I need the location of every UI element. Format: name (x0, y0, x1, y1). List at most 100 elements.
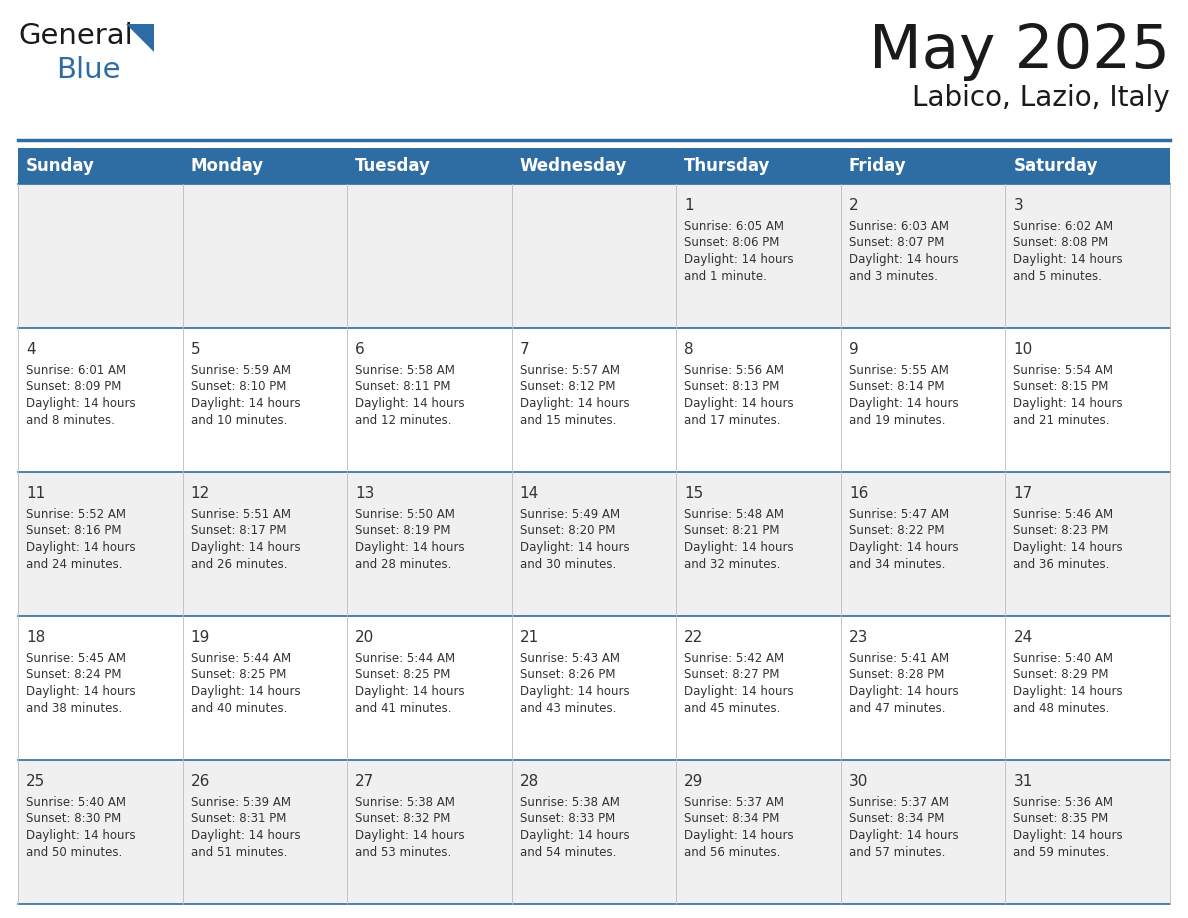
Text: and 5 minutes.: and 5 minutes. (1013, 270, 1102, 283)
Bar (18, 616, 1170, 760)
Text: Sunrise: 5:50 AM: Sunrise: 5:50 AM (355, 508, 455, 521)
Text: Daylight: 14 hours: Daylight: 14 hours (684, 253, 794, 266)
Text: Daylight: 14 hours: Daylight: 14 hours (26, 397, 135, 410)
Text: Daylight: 14 hours: Daylight: 14 hours (1013, 829, 1123, 842)
Text: Daylight: 14 hours: Daylight: 14 hours (1013, 541, 1123, 554)
Text: 26: 26 (190, 774, 210, 789)
Text: Sunrise: 6:01 AM: Sunrise: 6:01 AM (26, 364, 126, 377)
Text: and 48 minutes.: and 48 minutes. (1013, 701, 1110, 714)
Text: Sunset: 8:23 PM: Sunset: 8:23 PM (1013, 524, 1108, 538)
Text: 29: 29 (684, 774, 703, 789)
Text: 1: 1 (684, 198, 694, 213)
Text: and 15 minutes.: and 15 minutes. (519, 413, 617, 427)
Text: 21: 21 (519, 630, 539, 645)
Text: Sunset: 8:32 PM: Sunset: 8:32 PM (355, 812, 450, 825)
Text: and 1 minute.: and 1 minute. (684, 270, 767, 283)
Text: and 41 minutes.: and 41 minutes. (355, 701, 451, 714)
Text: General: General (18, 22, 133, 50)
Text: Daylight: 14 hours: Daylight: 14 hours (190, 397, 301, 410)
Text: Sunset: 8:30 PM: Sunset: 8:30 PM (26, 812, 121, 825)
Text: and 43 minutes.: and 43 minutes. (519, 701, 617, 714)
Text: 16: 16 (849, 486, 868, 501)
Text: Sunrise: 5:55 AM: Sunrise: 5:55 AM (849, 364, 949, 377)
Text: Daylight: 14 hours: Daylight: 14 hours (26, 541, 135, 554)
Text: and 57 minutes.: and 57 minutes. (849, 845, 946, 858)
Text: Sunrise: 5:42 AM: Sunrise: 5:42 AM (684, 652, 784, 665)
Text: 11: 11 (26, 486, 45, 501)
Text: Sunrise: 6:03 AM: Sunrise: 6:03 AM (849, 220, 949, 233)
Text: and 3 minutes.: and 3 minutes. (849, 270, 937, 283)
Text: and 8 minutes.: and 8 minutes. (26, 413, 115, 427)
Text: Daylight: 14 hours: Daylight: 14 hours (26, 685, 135, 698)
Text: Sunset: 8:19 PM: Sunset: 8:19 PM (355, 524, 450, 538)
Text: 19: 19 (190, 630, 210, 645)
Text: Daylight: 14 hours: Daylight: 14 hours (1013, 685, 1123, 698)
Text: Sunrise: 5:45 AM: Sunrise: 5:45 AM (26, 652, 126, 665)
Text: and 51 minutes.: and 51 minutes. (190, 845, 287, 858)
Text: and 40 minutes.: and 40 minutes. (190, 701, 287, 714)
Text: Daylight: 14 hours: Daylight: 14 hours (355, 541, 465, 554)
Text: Daylight: 14 hours: Daylight: 14 hours (355, 829, 465, 842)
Text: Sunrise: 5:37 AM: Sunrise: 5:37 AM (849, 796, 949, 809)
Text: Sunrise: 5:57 AM: Sunrise: 5:57 AM (519, 364, 620, 377)
Text: Sunset: 8:34 PM: Sunset: 8:34 PM (684, 812, 779, 825)
Text: Sunrise: 5:36 AM: Sunrise: 5:36 AM (1013, 796, 1113, 809)
Text: 2: 2 (849, 198, 859, 213)
Text: Sunset: 8:17 PM: Sunset: 8:17 PM (190, 524, 286, 538)
Text: Sunrise: 5:47 AM: Sunrise: 5:47 AM (849, 508, 949, 521)
Text: and 10 minutes.: and 10 minutes. (190, 413, 287, 427)
Text: Sunrise: 5:49 AM: Sunrise: 5:49 AM (519, 508, 620, 521)
Text: and 34 minutes.: and 34 minutes. (849, 557, 946, 570)
Text: and 56 minutes.: and 56 minutes. (684, 845, 781, 858)
Text: Sunset: 8:25 PM: Sunset: 8:25 PM (355, 668, 450, 681)
Text: 4: 4 (26, 342, 36, 357)
Text: Sunset: 8:12 PM: Sunset: 8:12 PM (519, 380, 615, 394)
Text: 30: 30 (849, 774, 868, 789)
Text: Sunset: 8:13 PM: Sunset: 8:13 PM (684, 380, 779, 394)
Text: and 30 minutes.: and 30 minutes. (519, 557, 615, 570)
Text: Saturday: Saturday (1013, 157, 1098, 175)
Text: Sunset: 8:06 PM: Sunset: 8:06 PM (684, 237, 779, 250)
Text: Sunset: 8:24 PM: Sunset: 8:24 PM (26, 668, 121, 681)
Text: Sunset: 8:26 PM: Sunset: 8:26 PM (519, 668, 615, 681)
Text: Wednesday: Wednesday (519, 157, 627, 175)
Text: Daylight: 14 hours: Daylight: 14 hours (519, 685, 630, 698)
Text: 5: 5 (190, 342, 201, 357)
Text: Daylight: 14 hours: Daylight: 14 hours (849, 685, 959, 698)
Text: 24: 24 (1013, 630, 1032, 645)
Text: 22: 22 (684, 630, 703, 645)
Text: Daylight: 14 hours: Daylight: 14 hours (684, 397, 794, 410)
Text: Daylight: 14 hours: Daylight: 14 hours (849, 397, 959, 410)
Text: 20: 20 (355, 630, 374, 645)
Text: Sunday: Sunday (26, 157, 95, 175)
Text: Sunrise: 5:40 AM: Sunrise: 5:40 AM (1013, 652, 1113, 665)
Text: Sunrise: 5:38 AM: Sunrise: 5:38 AM (519, 796, 620, 809)
Text: Sunset: 8:08 PM: Sunset: 8:08 PM (1013, 237, 1108, 250)
Text: Daylight: 14 hours: Daylight: 14 hours (849, 829, 959, 842)
Text: Daylight: 14 hours: Daylight: 14 hours (1013, 397, 1123, 410)
Text: Sunrise: 5:44 AM: Sunrise: 5:44 AM (190, 652, 291, 665)
Text: and 32 minutes.: and 32 minutes. (684, 557, 781, 570)
Text: Sunrise: 5:48 AM: Sunrise: 5:48 AM (684, 508, 784, 521)
Text: Sunset: 8:33 PM: Sunset: 8:33 PM (519, 812, 615, 825)
Text: and 50 minutes.: and 50 minutes. (26, 845, 122, 858)
Text: Sunset: 8:09 PM: Sunset: 8:09 PM (26, 380, 121, 394)
Text: Sunset: 8:31 PM: Sunset: 8:31 PM (190, 812, 286, 825)
Text: 27: 27 (355, 774, 374, 789)
Text: 18: 18 (26, 630, 45, 645)
Text: Sunrise: 5:58 AM: Sunrise: 5:58 AM (355, 364, 455, 377)
Text: Daylight: 14 hours: Daylight: 14 hours (190, 541, 301, 554)
Text: May 2025: May 2025 (868, 22, 1170, 81)
Text: Monday: Monday (190, 157, 264, 175)
Text: and 28 minutes.: and 28 minutes. (355, 557, 451, 570)
Text: Sunrise: 5:39 AM: Sunrise: 5:39 AM (190, 796, 291, 809)
Bar (18, 760, 1170, 904)
Text: Daylight: 14 hours: Daylight: 14 hours (355, 685, 465, 698)
Text: Sunrise: 5:43 AM: Sunrise: 5:43 AM (519, 652, 620, 665)
Text: Sunset: 8:29 PM: Sunset: 8:29 PM (1013, 668, 1108, 681)
Text: Sunrise: 5:37 AM: Sunrise: 5:37 AM (684, 796, 784, 809)
Text: 10: 10 (1013, 342, 1032, 357)
Text: Sunrise: 5:59 AM: Sunrise: 5:59 AM (190, 364, 291, 377)
Text: Sunset: 8:10 PM: Sunset: 8:10 PM (190, 380, 286, 394)
Text: Sunset: 8:20 PM: Sunset: 8:20 PM (519, 524, 615, 538)
